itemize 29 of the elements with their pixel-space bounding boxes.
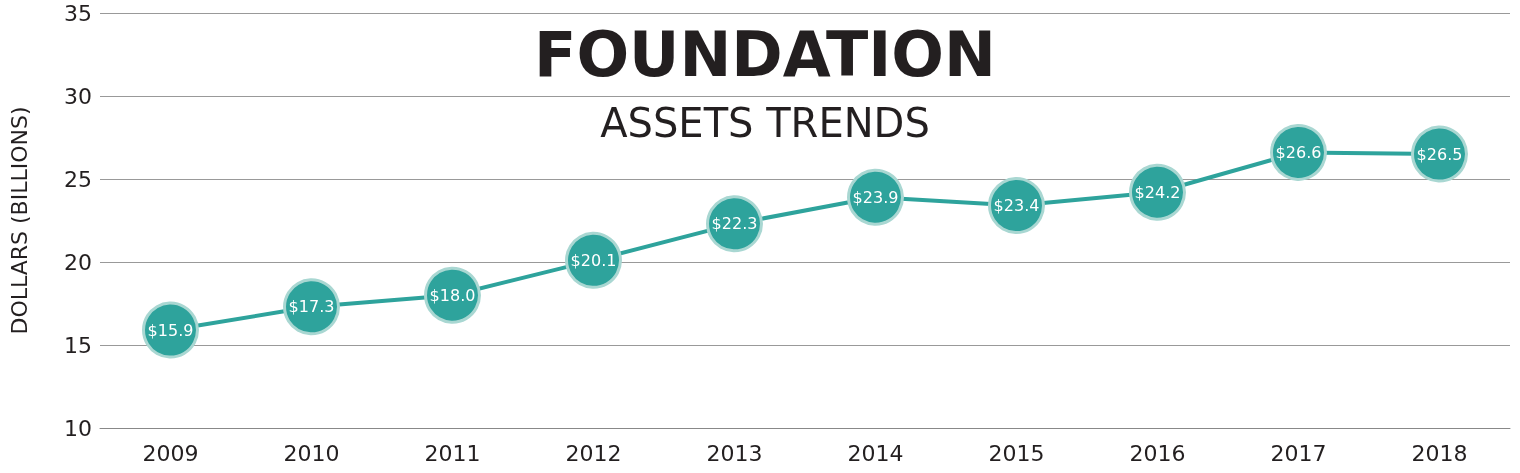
x-tick-label: 2015 (988, 440, 1045, 466)
y-axis-title: DOLLARS (BILLIONS) (6, 106, 32, 335)
y-tick-label: 35 (64, 0, 92, 26)
x-tick-label: 2018 (1411, 440, 1468, 466)
y-tick-label: 25 (64, 166, 92, 192)
data-label: $17.3 (288, 297, 335, 317)
x-tick-label: 2011 (424, 440, 481, 466)
x-tick-label: 2013 (706, 440, 763, 466)
data-label: $20.1 (570, 250, 617, 270)
y-tick-label: 20 (64, 249, 92, 275)
data-label: $18.0 (429, 285, 476, 305)
x-tick-label: 2017 (1270, 440, 1327, 466)
data-label: $23.4 (993, 196, 1040, 216)
chart-title: FOUNDATION (534, 17, 996, 91)
y-tick-label: 30 (64, 83, 92, 109)
data-label: $26.6 (1275, 142, 1322, 162)
x-tick-label: 2010 (283, 440, 340, 466)
text: ASSETS TRENDS (600, 100, 930, 146)
x-tick-label: 2014 (847, 440, 904, 466)
x-tick-label: 2009 (142, 440, 199, 466)
x-tick-label: 2012 (565, 440, 622, 466)
x-tick-label: 2016 (1129, 440, 1186, 466)
data-label: $24.2 (1134, 182, 1181, 202)
data-label: $22.3 (711, 214, 758, 234)
data-label: $15.9 (147, 320, 194, 340)
data-label: $23.9 (852, 187, 899, 207)
y-tick-label: 10 (64, 415, 92, 441)
y-tick-label: 15 (64, 332, 92, 358)
data-label: $26.5 (1416, 144, 1463, 164)
